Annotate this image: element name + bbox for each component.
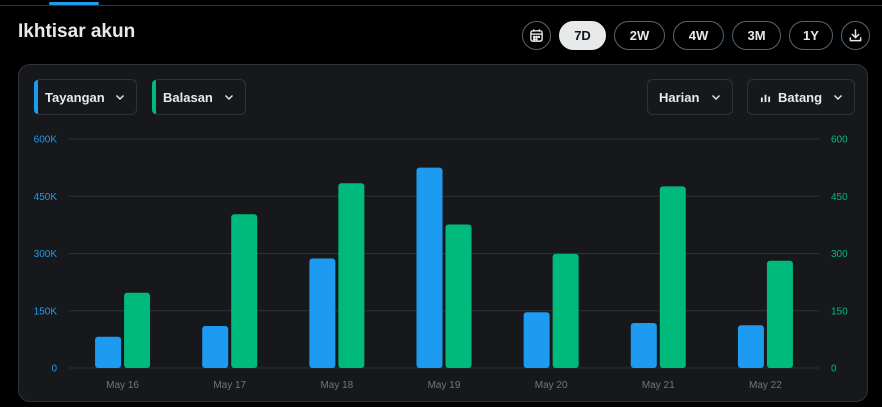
bar-tayangan bbox=[309, 258, 336, 368]
download-button[interactable] bbox=[841, 21, 870, 50]
bar-tayangan bbox=[202, 326, 229, 368]
metric2-label: Balasan bbox=[163, 89, 213, 105]
bar-balasan bbox=[552, 253, 579, 368]
bar-tayangan bbox=[737, 325, 764, 368]
chevron-down-icon bbox=[710, 91, 722, 103]
y-left-tick-label: 0 bbox=[51, 364, 57, 375]
bar-balasan bbox=[231, 214, 258, 368]
range-4w-button[interactable]: 4W bbox=[673, 21, 724, 50]
interval-label: Harian bbox=[659, 89, 700, 105]
x-tick-label: May 19 bbox=[428, 380, 461, 391]
chevron-down-icon bbox=[223, 91, 235, 103]
chevron-down-icon bbox=[832, 91, 844, 103]
metric2-dropdown[interactable]: Balasan bbox=[152, 79, 246, 115]
range-selector: 7D 2W 4W 3M 1Y bbox=[522, 21, 870, 50]
y-right-tick-label: 300 bbox=[831, 249, 848, 260]
bar-balasan bbox=[338, 183, 365, 368]
y-right-tick-label: 600 bbox=[831, 135, 848, 146]
chevron-down-icon bbox=[114, 91, 126, 103]
page-title: Ikhtisar akun bbox=[18, 21, 136, 42]
active-tab-indicator bbox=[49, 2, 99, 5]
chart-card: Tayangan Balasan Harian Batang 0 0 150K 150… bbox=[18, 64, 868, 402]
x-tick-label: May 21 bbox=[642, 380, 675, 391]
range-1y-button[interactable]: 1Y bbox=[789, 21, 833, 50]
range-2w-button[interactable]: 2W bbox=[614, 21, 665, 50]
y-right-tick-label: 0 bbox=[831, 364, 837, 375]
metric2-color-stripe bbox=[152, 80, 156, 114]
bar-balasan bbox=[445, 224, 472, 368]
range-7d-button[interactable]: 7D bbox=[559, 21, 606, 50]
calendar-icon bbox=[530, 29, 543, 42]
chart-type-dropdown[interactable]: Batang bbox=[747, 79, 855, 115]
top-divider bbox=[0, 0, 882, 6]
y-left-tick-label: 600K bbox=[34, 135, 58, 146]
metric1-dropdown[interactable]: Tayangan bbox=[34, 79, 137, 115]
y-left-tick-label: 150K bbox=[34, 306, 58, 317]
x-tick-label: May 20 bbox=[535, 380, 568, 391]
range-3m-button[interactable]: 3M bbox=[732, 21, 781, 50]
x-tick-label: May 18 bbox=[320, 380, 353, 391]
y-right-tick-label: 450 bbox=[831, 192, 848, 203]
bar-balasan bbox=[124, 292, 151, 368]
bar-balasan bbox=[766, 260, 793, 368]
metric1-label: Tayangan bbox=[45, 89, 105, 105]
chart-type-label: Batang bbox=[778, 89, 823, 105]
bar-tayangan bbox=[630, 322, 657, 368]
calendar-button[interactable] bbox=[522, 21, 551, 50]
bar-chart: 0 0 150K 150 300K 300 450K 450 600K 600 May 16 May … bbox=[34, 135, 848, 392]
bar-tayangan bbox=[95, 336, 122, 368]
x-tick-label: May 17 bbox=[213, 380, 246, 391]
y-right-tick-label: 150 bbox=[831, 306, 848, 317]
y-left-tick-label: 300K bbox=[34, 249, 58, 260]
bar-balasan bbox=[659, 186, 686, 368]
bar-tayangan bbox=[416, 167, 443, 368]
x-tick-label: May 16 bbox=[106, 380, 139, 391]
y-left-tick-label: 450K bbox=[34, 192, 58, 203]
bar-chart-icon bbox=[760, 92, 771, 103]
x-tick-label: May 22 bbox=[749, 380, 782, 391]
interval-dropdown[interactable]: Harian bbox=[647, 79, 733, 115]
bar-tayangan bbox=[523, 312, 550, 368]
download-icon bbox=[849, 29, 862, 42]
metric1-color-stripe bbox=[34, 80, 38, 114]
